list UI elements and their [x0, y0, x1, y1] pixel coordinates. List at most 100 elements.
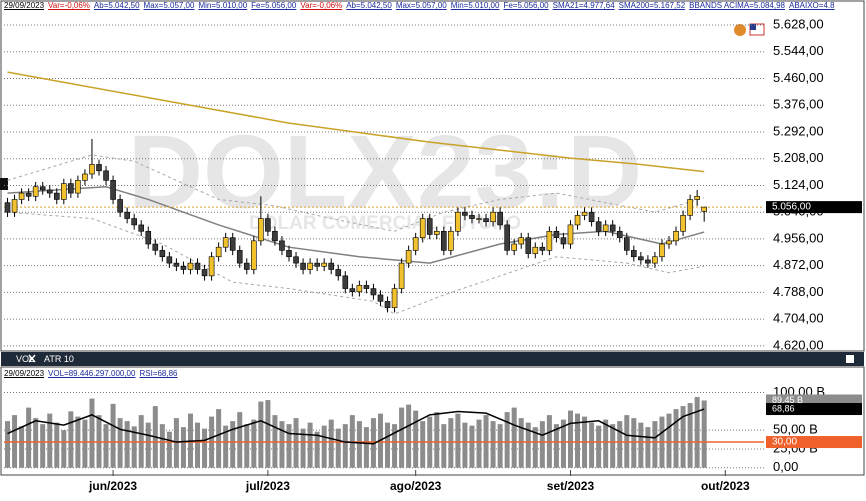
candle-body	[384, 301, 391, 308]
candle-body	[687, 199, 693, 216]
volume-bar	[638, 422, 644, 468]
candle-body	[25, 192, 32, 197]
header-item[interactable]: SMA21=4.977,64	[552, 1, 615, 10]
candle-body	[201, 269, 208, 277]
volume-bar	[603, 419, 609, 468]
indicator-line	[7, 185, 705, 264]
candle-body	[391, 288, 398, 308]
header-item[interactable]: BBANDS ACIMA=5.084,98	[689, 1, 785, 10]
x-tick-label: out/2023	[701, 479, 750, 493]
tab-label[interactable]: VOL	[16, 354, 34, 364]
candle-body	[194, 262, 201, 270]
maximize-icon[interactable]	[846, 355, 854, 363]
candle-body	[419, 218, 426, 238]
candle-body	[321, 262, 327, 267]
header-item[interactable]: Min=5.010,00	[198, 1, 248, 10]
candle-body	[405, 250, 412, 264]
candle-body	[631, 250, 637, 258]
volume-bar	[230, 421, 236, 468]
candle-body	[525, 237, 532, 254]
candle-body	[504, 224, 510, 251]
y-tick-label: 50,00 B	[773, 422, 818, 437]
volume-bar	[103, 424, 109, 468]
header-item[interactable]: Fe=5.056,00	[503, 1, 549, 10]
tab-label[interactable]: ATR 10	[44, 354, 74, 364]
volume-bar	[497, 424, 503, 468]
header-item[interactable]: Max=5.057,00	[395, 1, 447, 10]
candle-body	[314, 262, 320, 267]
close-icon[interactable]	[28, 354, 36, 363]
volume-bar	[223, 425, 229, 468]
candle-body	[546, 230, 553, 251]
volume-bar	[589, 422, 595, 468]
header-item[interactable]: VOL=89.446.297.000,00	[48, 369, 136, 378]
candle-body	[581, 211, 588, 216]
candle-body	[616, 230, 623, 238]
candle-body	[659, 243, 665, 258]
volume-bar	[406, 404, 412, 468]
header-item[interactable]: RSI=68,86	[139, 369, 178, 378]
x-tick-label: ago/2023	[390, 479, 442, 493]
candle-body	[152, 243, 159, 251]
volume-bar	[26, 407, 32, 468]
volume-bar	[251, 419, 257, 468]
candle-body	[356, 285, 363, 293]
header-item[interactable]: Min=5.010,00	[450, 1, 500, 10]
y-tick-label: 0,00	[773, 459, 798, 474]
header-item[interactable]: 29/09/2023	[4, 1, 45, 10]
rsi-line	[7, 408, 705, 445]
candle-body	[638, 256, 644, 261]
header-item[interactable]: 29/09/2023	[4, 369, 45, 378]
volume-bar	[293, 418, 299, 468]
candle-body	[187, 262, 194, 270]
price-panel-border	[0, 0, 865, 352]
volume-bar	[490, 421, 496, 468]
candle-body	[701, 206, 707, 212]
scroll-arrow[interactable]	[0, 178, 8, 190]
candle-body	[623, 237, 630, 251]
candle-body	[39, 186, 46, 191]
candle-body	[293, 256, 299, 264]
header-item[interactable]: Fe=5.056,00	[251, 1, 297, 10]
candle-body	[61, 183, 67, 200]
header-item[interactable]: Ab=5.042,50	[346, 1, 392, 10]
rsi-level-label: 30,00	[772, 437, 797, 448]
header-item[interactable]: Ab=5.042,50	[93, 1, 140, 10]
flag-icon	[750, 24, 756, 30]
volume-bar	[413, 410, 419, 468]
candle-body	[448, 230, 454, 251]
header-item[interactable]: Var=-0,06%	[300, 1, 343, 10]
candle-body	[673, 230, 679, 242]
candle-body	[180, 265, 187, 270]
volume-bar	[385, 422, 391, 468]
candle-body	[532, 246, 539, 254]
header-item[interactable]: Max=5.057,00	[143, 1, 195, 10]
tab-bar	[1, 352, 864, 366]
candle-body	[96, 164, 102, 172]
candle-body	[490, 211, 496, 223]
price-header: 29/09/2023 Var=-0,06% Ab=5.042,50 Max=5.057…	[4, 1, 862, 10]
y-tick-label: 4.872,00	[773, 257, 824, 272]
candle-body	[286, 250, 292, 258]
y-tick-label: 5.628,00	[773, 16, 824, 31]
candle-body	[328, 262, 335, 270]
candle-body	[89, 164, 95, 175]
candle-body	[173, 262, 180, 267]
candle-body	[215, 246, 222, 258]
header-item[interactable]: Var=-0,06%	[48, 1, 90, 10]
header-item[interactable]: SMA200=5.167,52	[618, 1, 686, 10]
candle-body	[483, 218, 489, 223]
volume-bar	[575, 413, 581, 468]
volume-bar	[455, 413, 461, 468]
volume-bar	[314, 431, 320, 468]
volume-bar	[673, 409, 679, 468]
candle-body	[222, 237, 229, 248]
candle-body	[574, 215, 581, 226]
candle-body	[131, 218, 137, 226]
candle-body	[307, 262, 313, 270]
header-item[interactable]: ABAIXO=4.8	[788, 1, 835, 10]
candle-body	[680, 215, 686, 232]
candle-body	[68, 183, 74, 194]
indicator-line	[7, 154, 705, 232]
